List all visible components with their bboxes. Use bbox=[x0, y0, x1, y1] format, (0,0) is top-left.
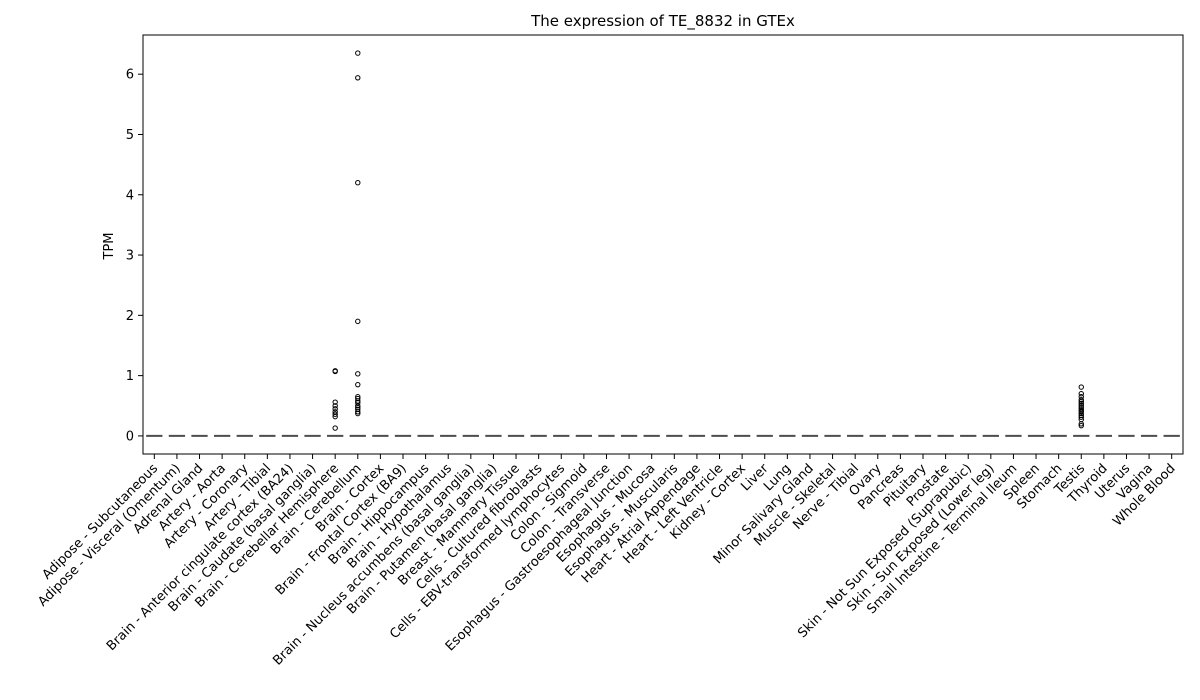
outlier-point bbox=[1078, 421, 1084, 427]
outlier-point bbox=[355, 180, 361, 186]
outlier-point bbox=[355, 318, 361, 325]
y-tick-label: 0 bbox=[126, 429, 134, 444]
outlier-point bbox=[1078, 409, 1084, 415]
y-axis-label: TPM bbox=[102, 233, 117, 261]
outlier-point bbox=[1078, 400, 1084, 407]
outlier-point bbox=[332, 368, 338, 375]
y-tick-label: 3 bbox=[126, 249, 134, 264]
outlier-point bbox=[355, 50, 361, 56]
outlier-point bbox=[355, 75, 361, 81]
outlier-point bbox=[1078, 391, 1084, 397]
outlier-point bbox=[355, 371, 361, 377]
outlier-point bbox=[1078, 384, 1084, 390]
outlier-point bbox=[332, 399, 338, 405]
outlier-point bbox=[332, 403, 338, 409]
outlier-point bbox=[355, 403, 361, 409]
outlier-point bbox=[355, 381, 361, 388]
outlier-point bbox=[355, 409, 361, 415]
outlier-point bbox=[1078, 402, 1084, 408]
y-tick-label: 4 bbox=[126, 188, 134, 203]
outlier-point bbox=[332, 425, 338, 431]
plot-frame bbox=[142, 34, 1184, 455]
outlier-point bbox=[1078, 422, 1084, 429]
outlier-point bbox=[355, 410, 361, 417]
outlier-point bbox=[1078, 410, 1084, 417]
y-tick-label: 6 bbox=[126, 68, 134, 83]
outlier-point bbox=[332, 406, 338, 412]
y-tick-label: 1 bbox=[126, 369, 134, 384]
outlier-point bbox=[1078, 398, 1084, 405]
y-tick-label: 2 bbox=[126, 309, 134, 324]
outlier-point bbox=[1078, 414, 1084, 420]
chart-title: The expression of TE_8832 in GTEx bbox=[530, 12, 795, 31]
outlier-point bbox=[332, 413, 338, 420]
y-tick-label: 5 bbox=[126, 128, 134, 143]
outlier-point bbox=[332, 411, 338, 417]
outlier-point bbox=[1078, 397, 1084, 403]
